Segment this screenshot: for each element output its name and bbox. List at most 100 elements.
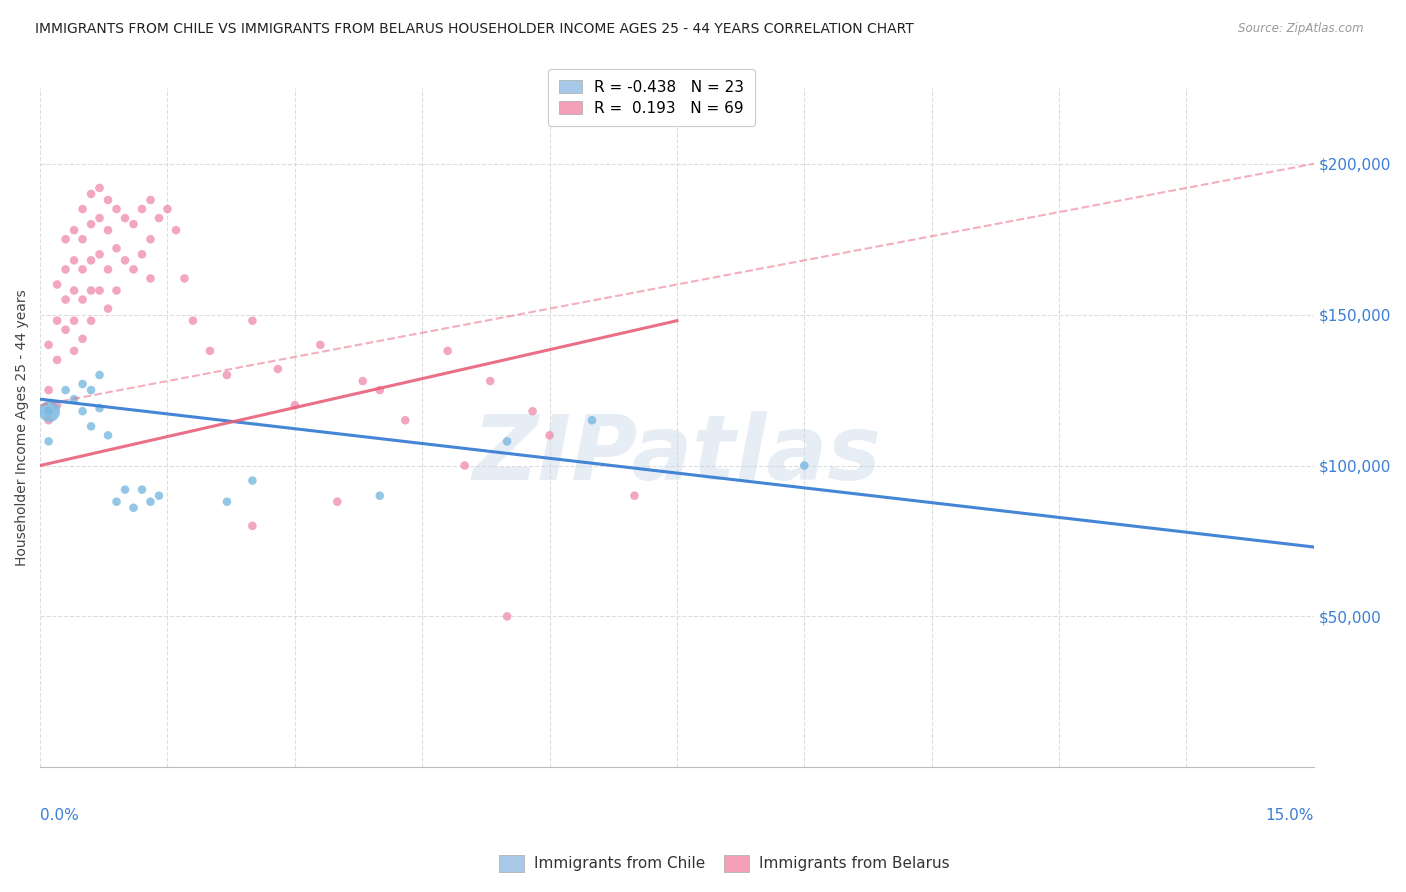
- Point: [55, 232, 77, 246]
- Text: Source: ZipAtlas.com: Source: ZipAtlas.com: [1239, 22, 1364, 36]
- Text: 0.0%: 0.0%: [41, 808, 79, 823]
- Point: [97, 301, 120, 316]
- Point: [326, 494, 349, 508]
- Point: [63, 343, 86, 358]
- Point: [80, 186, 103, 201]
- Point: [105, 284, 128, 298]
- Point: [55, 293, 77, 307]
- Point: [131, 202, 153, 216]
- Point: [436, 343, 458, 358]
- Point: [63, 314, 86, 328]
- Point: [165, 223, 187, 237]
- Point: [38, 338, 60, 352]
- Point: [63, 223, 86, 237]
- Point: [114, 211, 136, 226]
- Point: [72, 262, 94, 277]
- Text: Immigrants from Belarus: Immigrants from Belarus: [759, 856, 950, 871]
- Text: ZIPatlas: ZIPatlas: [472, 411, 882, 499]
- Point: [38, 434, 60, 449]
- Point: [267, 362, 290, 376]
- Point: [284, 398, 307, 412]
- Point: [242, 314, 264, 328]
- Point: [38, 413, 60, 427]
- Point: [522, 404, 544, 418]
- Point: [63, 284, 86, 298]
- Text: Immigrants from Chile: Immigrants from Chile: [534, 856, 706, 871]
- Point: [479, 374, 502, 388]
- Point: [97, 262, 120, 277]
- Point: [139, 232, 162, 246]
- Text: IMMIGRANTS FROM CHILE VS IMMIGRANTS FROM BELARUS HOUSEHOLDER INCOME AGES 25 - 44: IMMIGRANTS FROM CHILE VS IMMIGRANTS FROM…: [35, 22, 914, 37]
- Point: [38, 404, 60, 418]
- Point: [89, 211, 111, 226]
- Point: [105, 202, 128, 216]
- Y-axis label: Householder Income Ages 25 - 44 years: Householder Income Ages 25 - 44 years: [15, 289, 30, 566]
- Point: [581, 413, 603, 427]
- Point: [63, 253, 86, 268]
- Point: [46, 398, 69, 412]
- Point: [80, 383, 103, 397]
- Point: [89, 247, 111, 261]
- Point: [122, 217, 145, 231]
- Point: [80, 284, 103, 298]
- Point: [89, 284, 111, 298]
- Point: [80, 253, 103, 268]
- Point: [80, 314, 103, 328]
- Point: [72, 232, 94, 246]
- Text: 15.0%: 15.0%: [1265, 808, 1313, 823]
- Point: [309, 338, 332, 352]
- Point: [623, 489, 645, 503]
- Point: [72, 377, 94, 392]
- Point: [368, 383, 391, 397]
- Point: [215, 368, 238, 382]
- Point: [242, 474, 264, 488]
- Point: [131, 483, 153, 497]
- Point: [72, 332, 94, 346]
- Point: [793, 458, 815, 473]
- Legend: R = -0.438   N = 23, R =  0.193   N = 69: R = -0.438 N = 23, R = 0.193 N = 69: [548, 69, 755, 127]
- Point: [181, 314, 204, 328]
- Point: [97, 223, 120, 237]
- Point: [72, 293, 94, 307]
- Point: [63, 392, 86, 406]
- Point: [89, 181, 111, 195]
- Point: [122, 262, 145, 277]
- Point: [148, 211, 170, 226]
- Point: [89, 401, 111, 416]
- Point: [215, 494, 238, 508]
- Point: [496, 609, 519, 624]
- Point: [139, 271, 162, 285]
- Point: [173, 271, 195, 285]
- Point: [394, 413, 416, 427]
- Point: [80, 217, 103, 231]
- Point: [105, 241, 128, 255]
- Point: [453, 458, 475, 473]
- Point: [131, 247, 153, 261]
- Point: [242, 519, 264, 533]
- Point: [55, 262, 77, 277]
- Point: [89, 368, 111, 382]
- Point: [122, 500, 145, 515]
- Point: [148, 489, 170, 503]
- Point: [55, 383, 77, 397]
- Point: [496, 434, 519, 449]
- Point: [114, 253, 136, 268]
- Point: [198, 343, 221, 358]
- Point: [97, 428, 120, 442]
- Point: [46, 314, 69, 328]
- Point: [156, 202, 179, 216]
- Point: [38, 383, 60, 397]
- Point: [368, 489, 391, 503]
- Point: [352, 374, 374, 388]
- Point: [72, 404, 94, 418]
- Point: [46, 352, 69, 367]
- Point: [97, 193, 120, 207]
- Point: [46, 277, 69, 292]
- Point: [114, 483, 136, 497]
- Point: [105, 494, 128, 508]
- Point: [139, 193, 162, 207]
- Point: [72, 202, 94, 216]
- Point: [55, 323, 77, 337]
- Point: [80, 419, 103, 434]
- Point: [38, 404, 60, 418]
